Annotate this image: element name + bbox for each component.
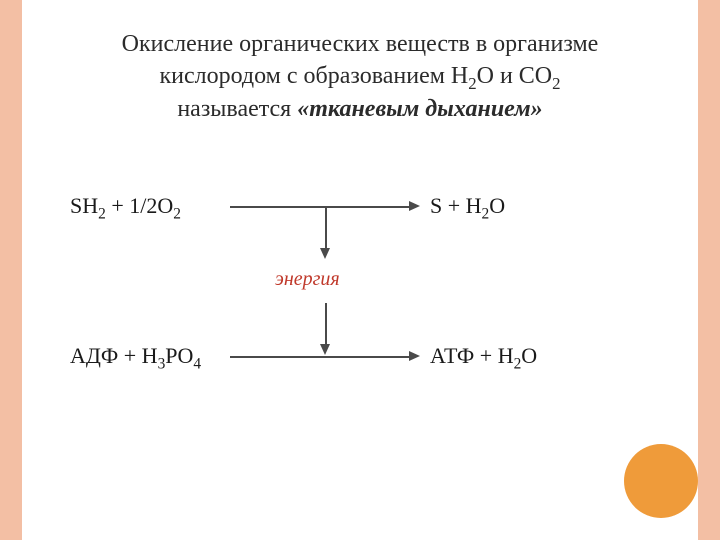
title-text: O и CO [477,63,553,89]
formula-text: SH [70,193,98,218]
subscript: 2 [468,74,476,93]
arrow-head-icon [409,201,420,211]
title-text: кислородом с образованием H [159,63,468,89]
subscript: 4 [193,356,201,373]
eq2-left: АДФ + H3PO4 [70,343,201,369]
formula-text: АТФ + H [430,343,514,368]
formula-text: PO [165,343,193,368]
reaction-diagram: SH2 + 1/2O2 S + H2O энергия АДФ + H3PO4 [50,193,670,393]
title-text: называется [177,96,297,122]
title-emphasis: «тканевым дыханием» [297,96,542,122]
formula-text: O [489,193,505,218]
subscript: 2 [173,206,181,223]
energy-label: энергия [275,268,340,291]
right-border [698,0,720,540]
eq1-left: SH2 + 1/2O2 [70,193,181,219]
title-line-3: называется «тканевым дыханием» [50,93,670,125]
formula-text: АДФ + H [70,343,158,368]
formula-text: + 1/2O [106,193,173,218]
arrow-head-icon [409,351,420,361]
arrow-line [230,206,410,208]
content-area: Окисление органических веществ в организ… [50,28,670,393]
arrow-head-icon [320,344,330,355]
eq1-right: S + H2O [430,193,505,219]
slide: Окисление органических веществ в организ… [0,0,720,540]
arrow-line [325,207,327,249]
accent-circle [624,444,698,518]
title-line-2: кислородом с образованием H2O и CO2 [50,60,670,92]
slide-title: Окисление органических веществ в организ… [50,28,670,125]
arrow-head-icon [320,248,330,259]
formula-text: S + H [430,193,482,218]
title-line-1: Окисление органических веществ в организ… [50,28,670,60]
arrow-line [230,356,410,358]
arrow-line [325,303,327,345]
subscript: 2 [98,206,106,223]
formula-text: O [521,343,537,368]
eq2-right: АТФ + H2O [430,343,537,369]
subscript: 2 [552,74,560,93]
left-border [0,0,22,540]
